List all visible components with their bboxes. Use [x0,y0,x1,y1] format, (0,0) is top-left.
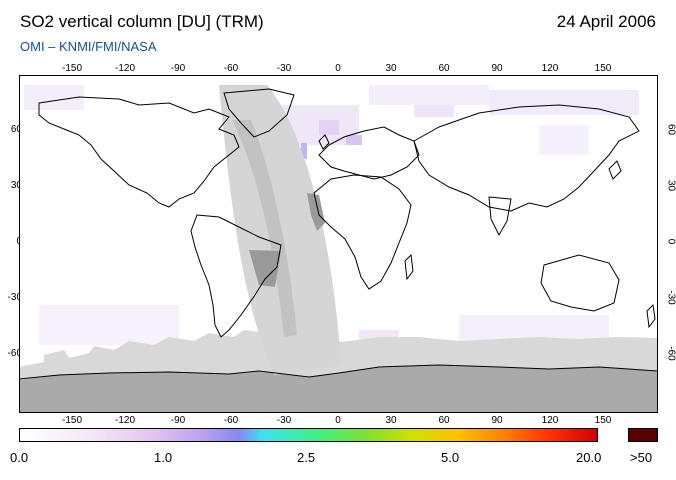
map-title: SO2 vertical column [DU] (TRM) [20,12,264,31]
lon-tick-bottom: -90 [170,415,186,426]
orbit-gap-brazil [249,250,281,287]
lon-tick-top: -90 [170,63,186,74]
lat-tick-right: -60 [665,346,676,361]
lon-tick-bottom: 60 [438,415,450,426]
colorbar-overflow-label: >50 [630,450,653,465]
lon-tick-top: 150 [594,63,612,74]
lon-tick-top: -30 [276,63,292,74]
lon-tick-bottom: 90 [491,415,503,426]
coastlines [19,88,658,380]
lon-tick-bottom: 0 [335,415,341,426]
lat-tick-right: 60 [665,123,676,136]
lon-tick-bottom: 30 [385,415,397,426]
lon-tick-top: -120 [114,63,135,74]
lon-tick-top: 120 [541,63,559,74]
orbit-gap-dark [232,120,297,337]
lat-tick-right: 0 [665,238,676,245]
world-map [19,75,658,413]
colorbar [19,428,598,442]
lon-tick-bottom: 150 [594,415,612,426]
lon-tick-top: 30 [385,63,397,74]
lon-tick-bottom: 120 [541,415,559,426]
no-data-south-dark [19,365,658,413]
lat-tick-right: 30 [665,179,676,192]
map-date: 24 April 2006 [556,12,656,31]
colorbar-label: 2.5 [297,450,316,465]
lon-tick-top: 90 [491,63,503,74]
colorbar-label: 20.0 [576,450,602,465]
lat-tick-right: -30 [665,290,676,305]
map-credits: OMI – KNMI/FMI/NASA [20,39,157,54]
lon-tick-top: -60 [223,63,239,74]
lon-tick-bottom: -150 [61,415,82,426]
colorbar-label: 1.0 [154,450,173,465]
colorbar-label: 5.0 [441,450,460,465]
lon-tick-top: -150 [61,63,82,74]
orbit-gap-westafrica [307,193,325,231]
lon-tick-top: 0 [335,63,341,74]
lat-tick-left: 60 [10,124,22,135]
lon-tick-bottom: -60 [223,415,239,426]
lat-tick-left: 30 [10,180,22,191]
map-frame [19,75,658,413]
lat-tick-left: -60 [7,348,22,359]
lon-tick-top: 60 [438,63,450,74]
lat-tick-left: -30 [7,292,22,303]
colorbar-label: 0.0 [10,450,29,465]
lon-tick-bottom: -120 [114,415,135,426]
lon-tick-bottom: -30 [276,415,292,426]
colorbar-overflow [628,428,658,442]
